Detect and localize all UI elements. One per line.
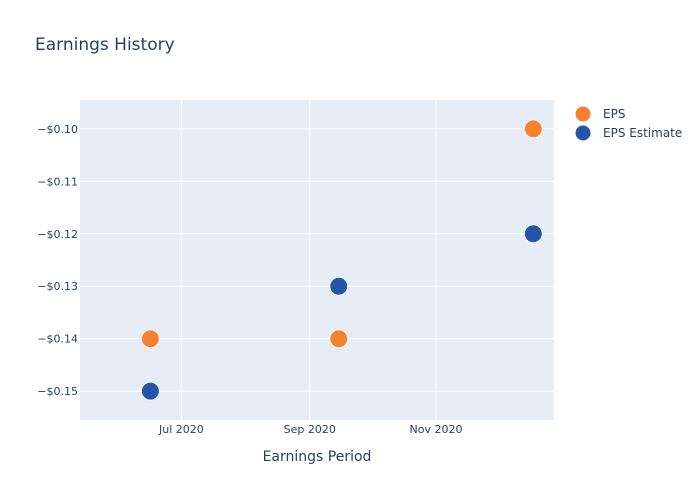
x-axis-title: Earnings Period bbox=[263, 449, 372, 465]
x-tick-labels: Jul 2020 Sep 2020 Nov 2020 bbox=[158, 423, 462, 436]
legend-label: EPS bbox=[603, 107, 625, 121]
chart-title: Earnings History bbox=[35, 35, 175, 55]
x-tick-label: Nov 2020 bbox=[410, 423, 463, 436]
x-tick-label: Sep 2020 bbox=[284, 423, 336, 436]
eps-point[interactable] bbox=[329, 329, 349, 349]
legend-item[interactable]: EPS Estimate bbox=[574, 124, 682, 142]
eps-point[interactable] bbox=[140, 329, 160, 349]
data-points bbox=[140, 119, 543, 401]
eps-estimate-point[interactable] bbox=[329, 276, 349, 296]
legend[interactable]: EPS EPS Estimate bbox=[574, 105, 682, 142]
x-tick-label: Jul 2020 bbox=[158, 423, 204, 436]
y-tick-labels: −$0.15 −$0.14 −$0.13 −$0.12 −$0.11 −$0.10 bbox=[37, 123, 78, 398]
y-tick-label: −$0.14 bbox=[37, 333, 78, 346]
y-tick-label: −$0.12 bbox=[37, 228, 78, 241]
legend-item[interactable]: EPS bbox=[574, 105, 625, 123]
y-tick-label: −$0.10 bbox=[37, 123, 78, 136]
eps-estimate-point[interactable] bbox=[523, 224, 543, 244]
y-tick-label: −$0.13 bbox=[37, 280, 78, 293]
y-tick-label: −$0.11 bbox=[37, 175, 78, 188]
legend-label: EPS Estimate bbox=[603, 126, 682, 140]
legend-marker bbox=[574, 105, 592, 123]
eps-estimate-point[interactable] bbox=[140, 381, 160, 401]
legend-marker bbox=[574, 124, 592, 142]
plot-area bbox=[80, 100, 554, 420]
y-tick-label: −$0.15 bbox=[37, 385, 78, 398]
eps-point[interactable] bbox=[523, 119, 543, 139]
